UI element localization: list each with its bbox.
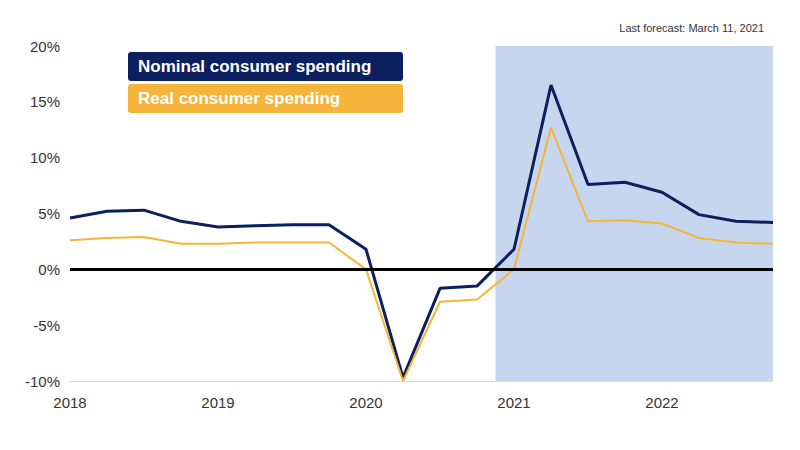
svg-text:2022: 2022 <box>645 394 678 411</box>
svg-text:20%: 20% <box>30 38 60 55</box>
svg-text:2019: 2019 <box>201 394 234 411</box>
svg-text:2021: 2021 <box>497 394 530 411</box>
svg-text:5%: 5% <box>38 205 60 222</box>
svg-text:0%: 0% <box>38 261 60 278</box>
svg-text:-10%: -10% <box>25 373 60 390</box>
svg-text:Last forecast: March 11, 2021: Last forecast: March 11, 2021 <box>619 22 764 34</box>
svg-text:Nominal consumer spending: Nominal consumer spending <box>138 57 371 76</box>
svg-text:-5%: -5% <box>33 317 60 334</box>
svg-text:15%: 15% <box>30 93 60 110</box>
svg-text:Real consumer spending: Real consumer spending <box>138 89 340 108</box>
svg-text:2018: 2018 <box>53 394 86 411</box>
svg-text:2020: 2020 <box>349 394 382 411</box>
svg-text:10%: 10% <box>30 149 60 166</box>
